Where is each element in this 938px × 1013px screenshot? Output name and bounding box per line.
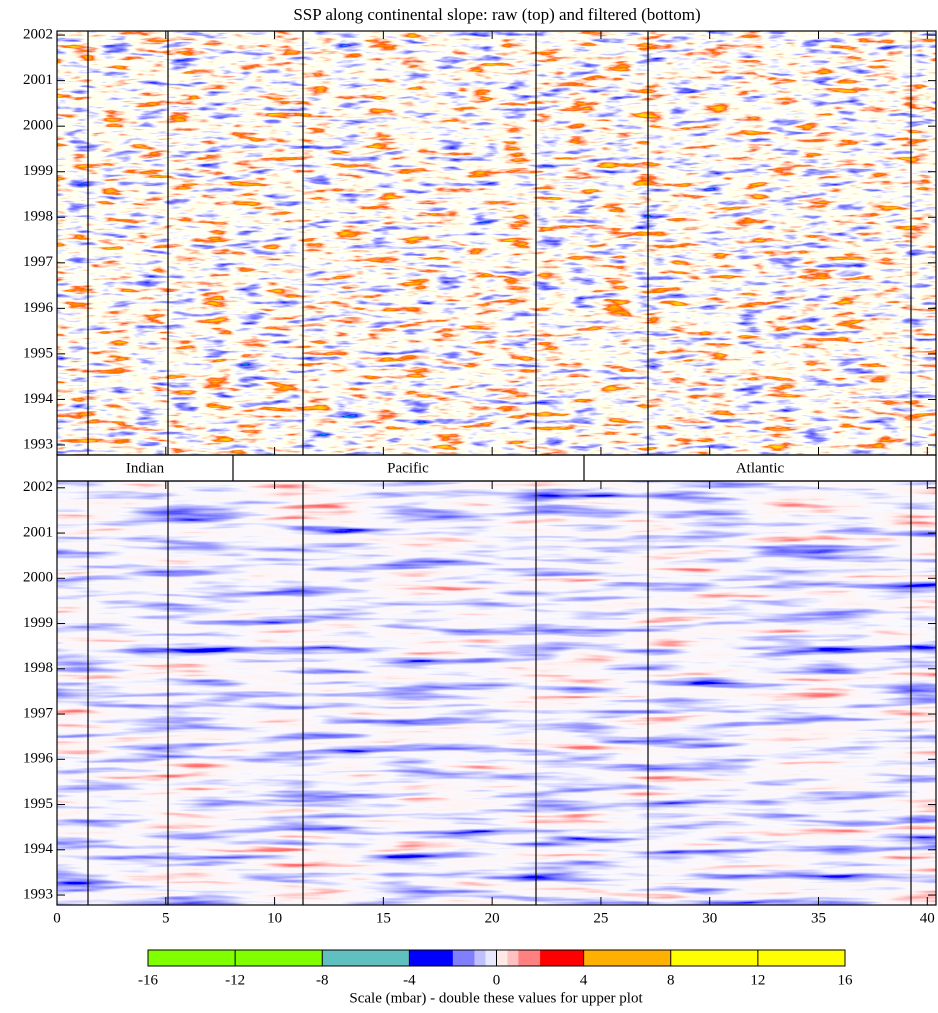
- colorbar-tick-label: 16: [838, 972, 854, 988]
- colorbar-segment: [485, 950, 497, 966]
- x-tick-label: 30: [702, 910, 717, 926]
- region-label: Indian: [126, 460, 165, 476]
- x-tick-label: 35: [811, 910, 826, 926]
- frames: [56, 30, 937, 906]
- y-tick-label: 1997: [23, 254, 54, 270]
- x-tick-label: 10: [267, 910, 282, 926]
- colorbar-tick-label: 4: [580, 972, 588, 988]
- y-tick-label: 1999: [23, 163, 53, 179]
- y-tick-label: 1998: [23, 660, 53, 676]
- x-tick-label: 40: [920, 910, 935, 926]
- y-tick-label: 1993: [23, 886, 53, 902]
- colorbar-segment: [496, 950, 508, 966]
- colorbar-segment: [148, 950, 236, 966]
- y-tick-label: 1993: [23, 436, 53, 452]
- region-label: Pacific: [387, 460, 429, 476]
- x-tick-label: 20: [485, 910, 500, 926]
- region-dividers: [87, 31, 912, 905]
- y-tick-label: 1996: [23, 751, 54, 767]
- filtered-field: [57, 481, 936, 905]
- x-tick-label: 25: [593, 910, 608, 926]
- colorbar-segment: [670, 950, 758, 966]
- chart-title: SSP along continental slope: raw (top) a…: [293, 5, 700, 24]
- colorbar-segment: [583, 950, 671, 966]
- colorbar-segment: [452, 950, 475, 966]
- colorbar-tick-label: -16: [138, 972, 158, 988]
- x-tick-label: 5: [162, 910, 170, 926]
- colorbar-label: Scale (mbar) - double these values for u…: [349, 990, 643, 1006]
- y-tick-label: 2002: [23, 479, 53, 495]
- colorbar-tick-label: -12: [225, 972, 245, 988]
- colorbar-segment: [322, 950, 410, 966]
- y-tick-label: 1994: [23, 391, 54, 407]
- raw-field: [57, 31, 936, 455]
- y-tick-label: 2000: [23, 570, 53, 586]
- x-tick-label: 0: [53, 910, 61, 926]
- colorbar-tick-label: 0: [493, 972, 501, 988]
- y-tick-label: 1996: [23, 300, 54, 316]
- colorbar-segment: [409, 950, 453, 966]
- y-tick-label: 2002: [23, 27, 53, 43]
- y-tick-label: 2001: [23, 524, 53, 540]
- y-tick-label: 1999: [23, 615, 53, 631]
- colorbar-segment: [474, 950, 486, 966]
- colorbar-segment: [518, 950, 541, 966]
- colorbar-segment: [235, 950, 323, 966]
- colorbar-segment: [757, 950, 845, 966]
- colorbar-tick-label: -4: [403, 972, 416, 988]
- y-tick-label: 1995: [23, 345, 53, 361]
- colorbar-segment: [540, 950, 584, 966]
- colorbar-segment: [507, 950, 519, 966]
- y-tick-label: 1997: [23, 705, 54, 721]
- y-tick-label: 1998: [23, 209, 53, 225]
- x-tick-label: 15: [376, 910, 391, 926]
- colorbar-tick-label: 8: [667, 972, 675, 988]
- y-tick-label: 2001: [23, 72, 53, 88]
- y-tick-label: 2000: [23, 118, 53, 134]
- y-tick-label: 1995: [23, 796, 53, 812]
- region-label: Atlantic: [736, 460, 785, 476]
- colorbar-tick-label: -8: [316, 972, 329, 988]
- y-tick-label: 1994: [23, 841, 54, 857]
- colorbar-tick-label: 12: [750, 972, 765, 988]
